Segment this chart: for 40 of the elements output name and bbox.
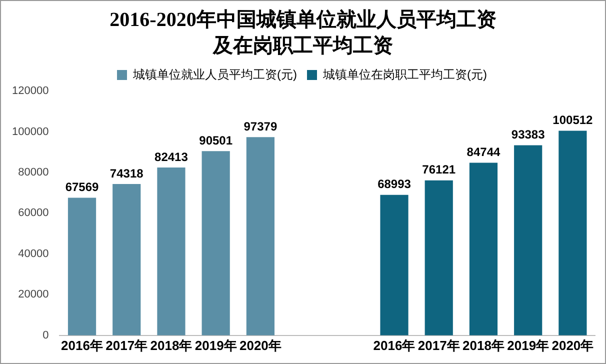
bar: [68, 198, 96, 336]
data-label: 93383: [511, 128, 546, 142]
data-label: 74318: [110, 166, 144, 180]
x-tick-label: 2017年: [106, 338, 148, 353]
x-tick-label: 2020年: [239, 338, 282, 353]
x-tick-label: 2019年: [194, 338, 237, 353]
legend-label: 城镇单位在岗职工平均工资(元): [322, 67, 487, 82]
bar: [514, 145, 542, 336]
y-tick-label: 40000: [18, 248, 49, 260]
data-label: 68993: [378, 177, 412, 192]
bar: [246, 137, 274, 336]
bar: [469, 162, 498, 336]
data-label: 82413: [154, 150, 188, 164]
bar: [202, 151, 230, 336]
y-tick-label: 120000: [12, 85, 49, 98]
data-label: 84744: [466, 145, 500, 160]
y-tick-label: 100000: [12, 126, 49, 138]
data-label: 100512: [552, 113, 594, 128]
bar: [380, 194, 408, 336]
y-tick-label: 80000: [18, 166, 49, 178]
data-label: 97379: [244, 119, 278, 134]
x-tick-label: 2016年: [61, 338, 103, 353]
data-label: 76121: [422, 162, 456, 177]
bar: [424, 180, 453, 336]
bar: [157, 168, 186, 336]
x-tick-label: 2017年: [418, 338, 460, 353]
y-tick-label: 20000: [18, 288, 49, 301]
x-tick-label: 2019年: [507, 338, 550, 353]
y-tick-label: 0: [42, 329, 49, 342]
data-label: 67569: [65, 180, 100, 194]
data-label: 90501: [199, 133, 233, 148]
bar: [558, 130, 587, 336]
bar: [112, 184, 141, 336]
x-tick-label: 2018年: [462, 338, 504, 353]
legend-label: 城镇单位就业人员平均工资(元): [132, 67, 298, 82]
y-tick-label: 60000: [18, 207, 49, 220]
chart-title: 2016-2020年中国城镇单位就业人员平均工资及在岗职工平均工资: [108, 8, 498, 59]
x-tick-label: 2018年: [150, 338, 192, 353]
x-tick-label: 2016年: [373, 338, 416, 353]
x-tick-label: 2020年: [552, 338, 594, 353]
